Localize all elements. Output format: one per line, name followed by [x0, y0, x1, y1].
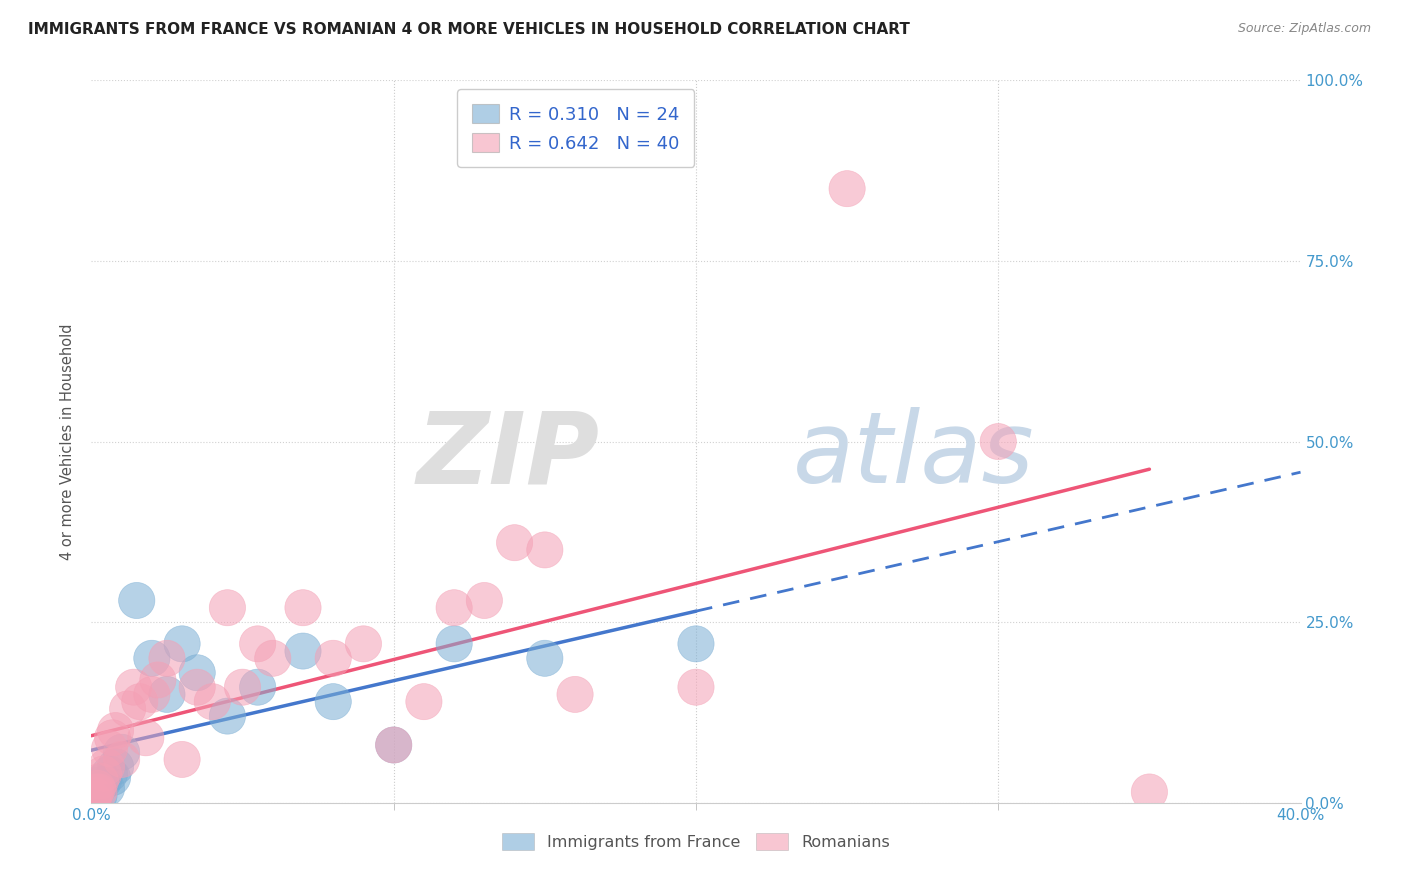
Ellipse shape — [134, 676, 170, 713]
Ellipse shape — [118, 582, 155, 618]
Ellipse shape — [94, 720, 131, 756]
Ellipse shape — [80, 774, 117, 810]
Ellipse shape — [527, 640, 562, 676]
Ellipse shape — [91, 731, 128, 767]
Ellipse shape — [86, 756, 122, 792]
Ellipse shape — [225, 669, 260, 706]
Ellipse shape — [104, 734, 139, 771]
Ellipse shape — [346, 626, 381, 662]
Text: atlas: atlas — [793, 408, 1035, 505]
Ellipse shape — [76, 778, 112, 814]
Text: Source: ZipAtlas.com: Source: ZipAtlas.com — [1237, 22, 1371, 36]
Ellipse shape — [239, 669, 276, 706]
Text: IMMIGRANTS FROM FRANCE VS ROMANIAN 4 OR MORE VEHICLES IN HOUSEHOLD CORRELATION C: IMMIGRANTS FROM FRANCE VS ROMANIAN 4 OR … — [28, 22, 910, 37]
Ellipse shape — [89, 771, 125, 806]
Ellipse shape — [94, 759, 131, 796]
Ellipse shape — [209, 698, 246, 734]
Ellipse shape — [165, 626, 200, 662]
Ellipse shape — [75, 781, 111, 817]
Ellipse shape — [149, 640, 186, 676]
Ellipse shape — [134, 640, 170, 676]
Ellipse shape — [678, 626, 714, 662]
Ellipse shape — [496, 524, 533, 561]
Ellipse shape — [97, 713, 134, 748]
Ellipse shape — [285, 633, 321, 669]
Ellipse shape — [89, 748, 125, 785]
Ellipse shape — [980, 424, 1017, 459]
Ellipse shape — [239, 626, 276, 662]
Ellipse shape — [375, 727, 412, 763]
Ellipse shape — [77, 774, 114, 810]
Ellipse shape — [97, 748, 134, 785]
Ellipse shape — [678, 669, 714, 706]
Ellipse shape — [104, 741, 139, 778]
Ellipse shape — [149, 676, 186, 713]
Ellipse shape — [80, 778, 117, 814]
Ellipse shape — [83, 763, 118, 799]
Ellipse shape — [121, 683, 157, 720]
Ellipse shape — [165, 741, 200, 778]
Ellipse shape — [315, 640, 352, 676]
Ellipse shape — [83, 767, 118, 803]
Ellipse shape — [86, 763, 122, 799]
Text: ZIP: ZIP — [416, 408, 599, 505]
Ellipse shape — [115, 669, 152, 706]
Ellipse shape — [406, 683, 441, 720]
Y-axis label: 4 or more Vehicles in Household: 4 or more Vehicles in Household — [60, 323, 76, 560]
Ellipse shape — [467, 582, 502, 618]
Legend: Immigrants from France, Romanians: Immigrants from France, Romanians — [496, 827, 896, 856]
Ellipse shape — [76, 778, 112, 814]
Ellipse shape — [179, 655, 215, 690]
Ellipse shape — [436, 590, 472, 626]
Ellipse shape — [527, 532, 562, 568]
Ellipse shape — [1132, 774, 1167, 810]
Ellipse shape — [77, 774, 114, 810]
Ellipse shape — [79, 771, 115, 806]
Ellipse shape — [79, 771, 115, 806]
Ellipse shape — [315, 683, 352, 720]
Ellipse shape — [285, 590, 321, 626]
Ellipse shape — [91, 756, 128, 792]
Ellipse shape — [254, 640, 291, 676]
Ellipse shape — [436, 626, 472, 662]
Ellipse shape — [209, 590, 246, 626]
Ellipse shape — [179, 669, 215, 706]
Ellipse shape — [830, 170, 865, 207]
Ellipse shape — [110, 690, 146, 727]
Ellipse shape — [557, 676, 593, 713]
Ellipse shape — [128, 720, 165, 756]
Ellipse shape — [194, 683, 231, 720]
Ellipse shape — [139, 662, 176, 698]
Ellipse shape — [375, 727, 412, 763]
